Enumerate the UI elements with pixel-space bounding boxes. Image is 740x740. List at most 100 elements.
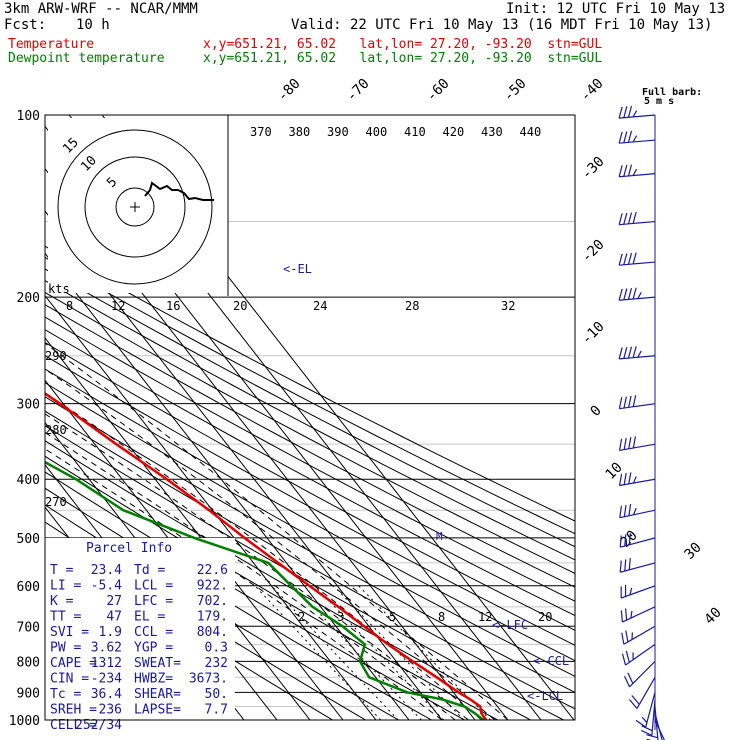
moist-adiabat-line bbox=[45, 368, 496, 720]
parcel-row-label: SHEAR= bbox=[134, 687, 181, 702]
parcel-row-value: 36.4 bbox=[91, 687, 122, 702]
moist-adiabat-line bbox=[45, 431, 456, 720]
parcel-row-label: PW = bbox=[50, 641, 81, 656]
wind-barb-flag bbox=[618, 397, 623, 409]
wind-barb-flag bbox=[623, 473, 627, 485]
mixing-ratio-label: 8 bbox=[438, 610, 445, 624]
parcel-row-value: 3673. bbox=[189, 672, 228, 687]
level-marker-ccl: <-CCL bbox=[533, 654, 569, 668]
wind-barb-flag bbox=[632, 346, 637, 358]
dry-adiabat-line bbox=[45, 410, 575, 710]
parcel-row-value: 236 bbox=[99, 703, 122, 718]
dry-adiabat-line bbox=[45, 440, 531, 720]
parcel-row-value: 3.62 bbox=[91, 641, 122, 656]
isotherm-line bbox=[45, 337, 344, 720]
speed-scale-label: 20 bbox=[233, 299, 247, 313]
parcel-row-label: K = bbox=[50, 594, 74, 609]
wind-barb-flag bbox=[640, 729, 653, 736]
wind-barb-staff bbox=[619, 403, 656, 410]
wind-barb-flag bbox=[623, 396, 628, 409]
pressure-tick-label: 300 bbox=[17, 398, 40, 413]
forecast-hour: 10 h bbox=[76, 17, 110, 33]
parcel-row-label: SVI = bbox=[50, 625, 89, 640]
parcel-row-value: -5.4 bbox=[91, 579, 122, 594]
isotherm-label: 0 bbox=[588, 403, 605, 420]
wind-barb-staff bbox=[654, 719, 665, 740]
mixing-ratio-label: 20 bbox=[538, 610, 552, 624]
wind-barb-flag bbox=[618, 253, 623, 266]
pressure-tick-label: 900 bbox=[17, 686, 40, 701]
moist-adiabat-line bbox=[45, 342, 509, 720]
valid-time: Valid: 22 UTC Fri 10 May 13 (16 MDT Fri … bbox=[291, 17, 713, 33]
wind-barb-flag bbox=[628, 437, 632, 449]
wind-barb-flag bbox=[623, 106, 628, 118]
wind-barb-flag bbox=[618, 106, 623, 119]
wind-barb-flag bbox=[618, 473, 623, 486]
wind-barb-staff bbox=[619, 173, 656, 178]
theta-label: 420 bbox=[443, 125, 465, 139]
wind-barb-staff bbox=[619, 443, 656, 452]
mixing-ratio-label: 5 bbox=[389, 610, 396, 624]
isotherm-label: -50 bbox=[501, 76, 530, 105]
wind-barb bbox=[618, 164, 656, 178]
speed-scale-label: 32 bbox=[501, 299, 515, 313]
wind-barb-flag bbox=[632, 211, 637, 224]
wind-barb-flag bbox=[624, 559, 627, 572]
level-marker-el: <-EL bbox=[283, 262, 312, 276]
wind-barb-flag bbox=[623, 288, 628, 301]
wind-barb-flag bbox=[628, 472, 632, 484]
mixing-ratio-line bbox=[254, 585, 382, 720]
wind-barb bbox=[618, 472, 656, 487]
mixing-ratio-line bbox=[271, 585, 399, 720]
dewpoint-legend-label: Dewpoint temperature bbox=[8, 51, 165, 66]
parcel-row-value: 22.6 bbox=[197, 563, 228, 578]
parcel-row-label: CELL = bbox=[50, 718, 97, 733]
pressure-tick-label: 100 bbox=[17, 109, 40, 124]
theta-label-left: 280 bbox=[45, 423, 67, 437]
wind-barb-staff bbox=[619, 114, 656, 119]
wind-barb-flag bbox=[629, 587, 633, 596]
parcel-row-value: 1312 bbox=[91, 656, 122, 671]
isotherm-label: 30 bbox=[682, 540, 705, 563]
wind-barb bbox=[619, 504, 656, 519]
parcel-row-value: 47 bbox=[106, 610, 122, 625]
parcel-row-label: EL = bbox=[134, 610, 165, 625]
hodograph-trace bbox=[144, 181, 214, 201]
parcel-row-label: CIN = bbox=[50, 672, 89, 687]
speed-scale-label: 24 bbox=[313, 299, 327, 313]
dry-adiabat-line bbox=[45, 382, 575, 677]
parcel-row-value: 252/34 bbox=[75, 718, 122, 733]
wind-barb-flag bbox=[632, 395, 637, 407]
wind-barb-flag bbox=[623, 505, 627, 517]
parcel-row-label: LI = bbox=[50, 579, 81, 594]
wind-barb bbox=[618, 346, 656, 360]
wind-barb-flag bbox=[623, 437, 627, 450]
wind-barb bbox=[618, 252, 656, 266]
parcel-row-value: 50. bbox=[205, 687, 228, 702]
wind-barb bbox=[624, 660, 656, 688]
wind-barb-flag bbox=[627, 130, 633, 143]
parcel-mark: M bbox=[436, 530, 443, 543]
dry-adiabat-line bbox=[45, 316, 575, 602]
wind-barb-flag bbox=[632, 287, 637, 300]
wind-barb-flag bbox=[628, 533, 631, 545]
wind-barb-flag bbox=[621, 632, 625, 645]
wind-barb-flag bbox=[637, 292, 642, 299]
parcel-row-value: 7.7 bbox=[205, 703, 228, 718]
isotherm-label: 10 bbox=[603, 460, 626, 483]
dry-adiabat-line bbox=[45, 368, 575, 662]
wind-barb-staff bbox=[629, 660, 656, 688]
isotherm-label: -80 bbox=[275, 76, 304, 105]
level-marker-lfc: <-LFC bbox=[492, 618, 528, 632]
wind-barb-staff bbox=[636, 676, 656, 709]
wind-barb-flag bbox=[641, 725, 653, 732]
init-time: Init: 12 UTC Fri 10 May 13 bbox=[506, 1, 726, 17]
model-title: 3km ARW-WRF -- NCAR/MMM bbox=[4, 1, 198, 17]
hodograph-ring-5 bbox=[115, 187, 155, 227]
wind-barb bbox=[618, 287, 656, 301]
wind-barb-flag bbox=[625, 630, 629, 643]
barb-legend-line1: Full barb: bbox=[642, 87, 702, 98]
wind-barb bbox=[618, 395, 656, 410]
dry-adiabat-line bbox=[45, 245, 575, 522]
